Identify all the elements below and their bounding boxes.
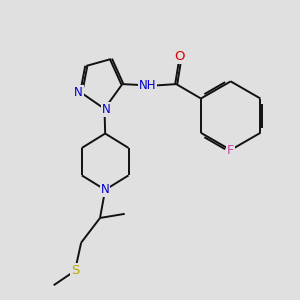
Text: N: N [101, 183, 110, 196]
Text: O: O [174, 50, 185, 63]
Text: S: S [71, 264, 79, 277]
Text: N: N [74, 86, 83, 99]
Text: F: F [227, 143, 234, 157]
Text: NH: NH [139, 79, 157, 92]
Text: N: N [102, 103, 111, 116]
